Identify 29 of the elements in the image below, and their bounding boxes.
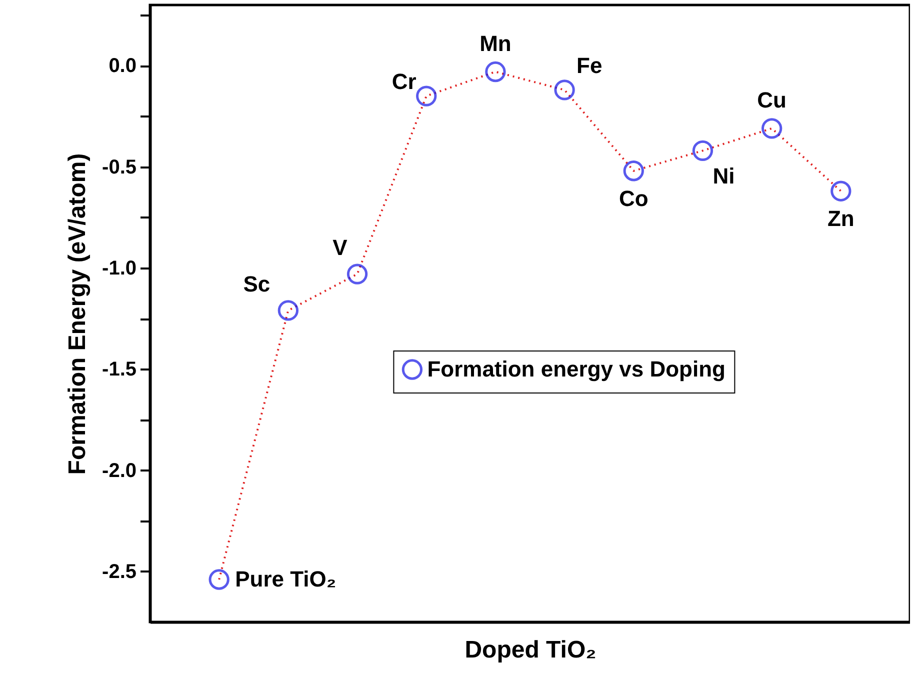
point (623, 160, 644, 182)
y-tick-label: 0.0 (108, 55, 136, 78)
point (761, 118, 782, 139)
annotation: Co (618, 186, 648, 211)
y-tick-label: -1.0 (102, 257, 136, 280)
point (278, 300, 299, 321)
x-axis-title: Doped TiO₂ (464, 636, 596, 664)
point (416, 86, 437, 106)
y-axis-title: Formation Energy (eV/atom) (64, 153, 92, 475)
annotation: Ni (712, 164, 735, 189)
annotation: Cr (392, 69, 417, 94)
y-tick-label: -2.0 (102, 460, 136, 482)
annotation: Mn (480, 30, 512, 56)
y-tick-label: -2.5 (102, 560, 136, 583)
annotation: V (332, 235, 348, 260)
y-tick-label: -0.5 (102, 156, 136, 178)
annotation: Cu (757, 87, 786, 112)
point (554, 80, 575, 100)
annotation: Fe (576, 52, 602, 78)
y-tick-label: -1.5 (102, 358, 136, 381)
point (208, 569, 230, 590)
point (830, 180, 852, 202)
annotation: Zn (827, 206, 854, 232)
annotation: Pure TiO₂ (235, 566, 336, 592)
point (346, 264, 368, 284)
point (485, 61, 506, 82)
point (692, 140, 714, 161)
annotation: Sc (243, 271, 270, 296)
legend-label: Formation energy vs Doping (427, 356, 726, 382)
